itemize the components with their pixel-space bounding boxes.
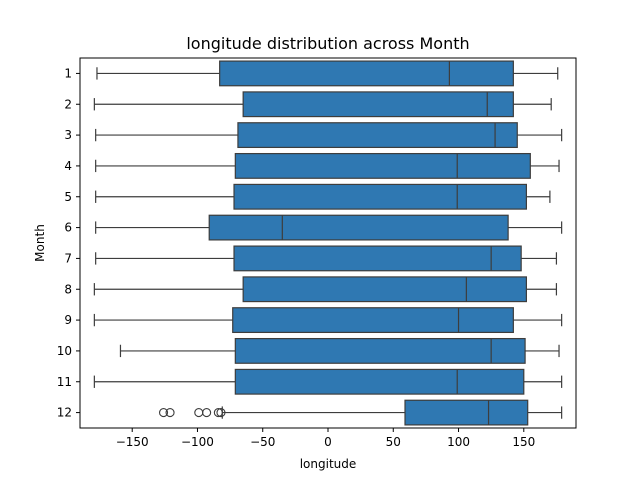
box-month-9 — [93, 307, 563, 334]
box-month-1 — [96, 60, 559, 87]
iqr-box — [234, 368, 525, 395]
y-tick-label: 1 — [64, 66, 72, 80]
outlier-point — [158, 408, 169, 418]
box-month-2 — [93, 91, 552, 118]
y-tick-label: 9 — [64, 313, 72, 327]
iqr-box — [234, 337, 526, 364]
y-tick-label: 11 — [57, 375, 72, 389]
iqr-box — [237, 122, 518, 149]
y-tick-label: 10 — [57, 344, 72, 358]
iqr-box — [219, 60, 514, 87]
box-month-7 — [95, 245, 558, 272]
box-month-11 — [93, 368, 563, 395]
x-tick-label: 0 — [324, 435, 332, 449]
outlier-point — [165, 408, 175, 418]
iqr-box — [234, 152, 531, 179]
y-tick-label: 7 — [64, 251, 72, 265]
x-axis-label: longitude — [300, 457, 357, 471]
y-tick-label: 6 — [64, 221, 72, 235]
x-tick-label: 50 — [386, 435, 401, 449]
chart-title: longitude distribution across Month — [186, 34, 469, 53]
y-tick-label: 5 — [64, 190, 72, 204]
box-month-3 — [95, 122, 563, 149]
box-month-4 — [95, 152, 560, 179]
box-month-5 — [95, 183, 551, 210]
x-tick-label: 100 — [447, 435, 470, 449]
x-tick-label: −100 — [181, 435, 214, 449]
outlier-point — [202, 408, 212, 418]
iqr-box — [242, 276, 527, 303]
outlier-point — [194, 408, 204, 418]
outlier-point — [216, 408, 226, 418]
x-tick-label: −50 — [250, 435, 275, 449]
x-tick-label: −150 — [116, 435, 149, 449]
iqr-box — [232, 307, 514, 334]
iqr-box — [242, 91, 514, 118]
iqr-box — [404, 399, 529, 426]
y-tick-label: 2 — [64, 97, 72, 111]
y-tick-label: 8 — [64, 282, 72, 296]
box-month-6 — [95, 214, 563, 241]
plot-area — [93, 60, 563, 426]
y-tick-label: 3 — [64, 128, 72, 142]
x-tick-label: 150 — [512, 435, 535, 449]
iqr-box — [233, 183, 527, 210]
y-axis-label: Month — [33, 224, 47, 262]
outlier-point — [213, 408, 223, 418]
box-month-12 — [158, 399, 563, 426]
x-axis: −150 −100 −50 0 50 100 150 — [116, 428, 535, 449]
iqr-box — [208, 214, 509, 241]
box-month-10 — [119, 337, 560, 364]
iqr-box — [233, 245, 522, 272]
y-tick-label: 12 — [57, 406, 72, 420]
y-tick-label: 4 — [64, 159, 72, 173]
box-month-8 — [93, 276, 558, 303]
